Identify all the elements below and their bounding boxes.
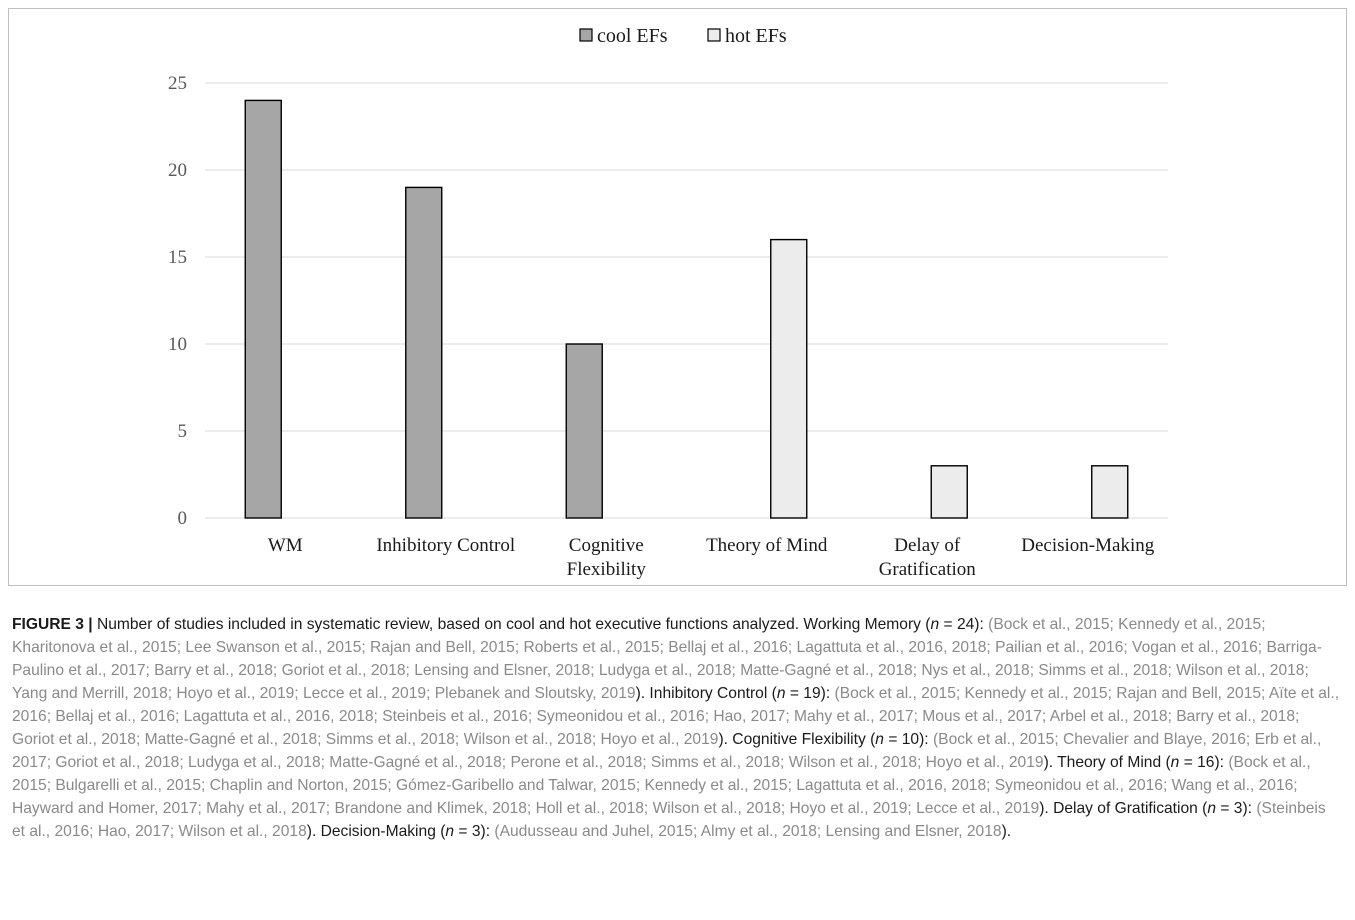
y-tick-label: 20 [168, 160, 187, 181]
figure-label: FIGURE 3 | [12, 616, 93, 633]
caption-segment: (Bock et al., 2015; Chevalier and Blaye,… [12, 731, 1322, 771]
caption-segment: = 3): [1216, 800, 1257, 817]
y-tick-label: 25 [168, 73, 187, 94]
x-category-label: Decision-Making [1021, 535, 1154, 556]
legend-label: hot EFs [725, 25, 787, 47]
caption-segment: = 19): [785, 685, 835, 702]
caption-segment: Number of studies included in systematic… [92, 616, 931, 633]
caption-segment: = 24): [939, 616, 989, 633]
caption-segment: n [1207, 800, 1217, 817]
bar-cool-efs [405, 186, 443, 519]
y-tick-label: 10 [168, 334, 187, 355]
caption-segment: (Audusseau and Juhel, 2015; Almy et al.,… [494, 823, 1002, 840]
y-tick-label: 5 [178, 421, 188, 442]
caption-segment: = 16): [1179, 754, 1229, 771]
caption-segment: n [1170, 754, 1180, 771]
caption-segment: n [445, 823, 455, 840]
bar-hot-efs [930, 465, 968, 519]
bar-cool-efs [565, 343, 603, 519]
y-tick-label: 0 [178, 508, 188, 529]
x-category-label: Inhibitory Control [376, 535, 515, 556]
caption-segment: (Bock et al., 2015; Bulgarelli et al., 2… [12, 754, 1311, 817]
caption-segment: n [776, 685, 786, 702]
bar-hot-efs [1091, 465, 1129, 519]
caption-segment: (Steinbeis et al., 2016; Hao, 2017; Wils… [12, 800, 1326, 840]
x-category-label: Theory of Mind [706, 535, 828, 556]
x-category-label: WM [268, 535, 303, 556]
legend-label: cool EFs [597, 25, 668, 47]
caption-segment: ). Cognitive Flexibility ( [718, 731, 876, 748]
bar-hot-efs [770, 238, 808, 519]
caption-segment: ). Inhibitory Control ( [635, 685, 777, 702]
bar-cool-efs [244, 99, 282, 519]
caption-segment: ). Delay of Gratification ( [1039, 800, 1208, 817]
x-category-label: Cognitive [569, 535, 644, 556]
caption-segment: (Bock et al., 2015; Kennedy et al., 2015… [12, 685, 1340, 748]
bar-chart: 0 5 10 15 20 25 WM Inhibitory Control Cognitive F… [168, 25, 1168, 580]
caption-segment: n [875, 731, 884, 748]
x-category-label: Gratification [879, 559, 977, 580]
y-tick-label: 15 [168, 247, 187, 268]
caption-segment: ). [1001, 823, 1012, 840]
legend-swatch [579, 28, 593, 42]
caption-segment: = 10): [883, 731, 933, 748]
x-category-label: Flexibility [567, 559, 647, 580]
legend-swatch [707, 28, 721, 42]
caption-segment: = 3): [454, 823, 495, 840]
figure-caption: FIGURE 3 | Number of studies included in… [12, 613, 1342, 843]
caption-segment: ). Decision-Making ( [306, 823, 446, 840]
caption-segment: n [930, 616, 940, 633]
caption-segment: ). Theory of Mind ( [1043, 754, 1171, 771]
x-category-label: Delay of [894, 535, 961, 556]
caption-segment: (Bock et al., 2015; Kennedy et al., 2015… [12, 616, 1322, 702]
